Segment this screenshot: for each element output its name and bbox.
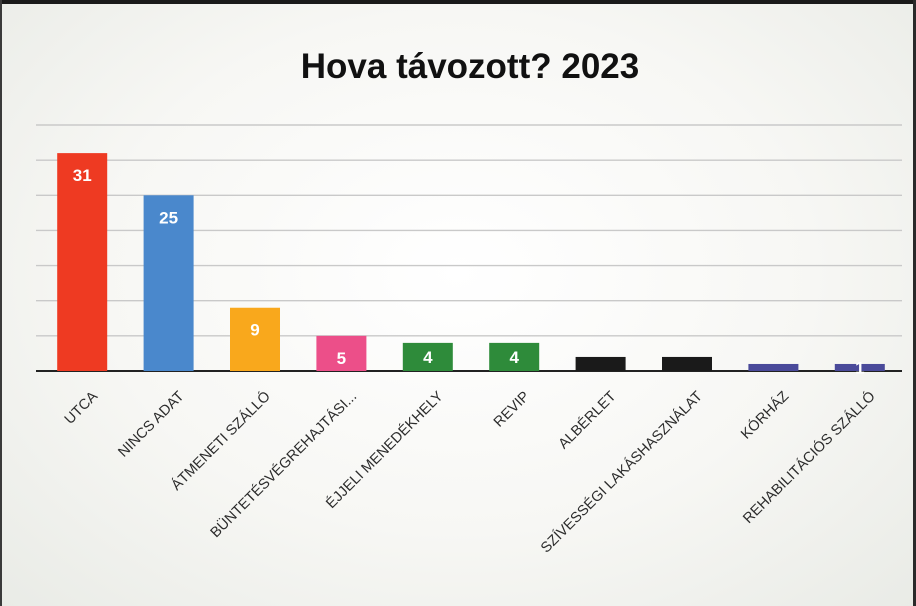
x-tick-label: ALBÉRLET: [555, 388, 620, 453]
data-label: 5: [337, 349, 346, 368]
data-label: 1: [855, 358, 864, 377]
bars: [57, 153, 885, 371]
data-label: 25: [159, 208, 178, 227]
bar: [575, 356, 626, 371]
bar: [748, 363, 799, 371]
bar: [662, 356, 712, 371]
x-tick-label: REVIP: [491, 389, 533, 431]
bar: [57, 153, 108, 371]
bar: [316, 335, 367, 371]
x-tick-label: KÓRHÁZ: [737, 388, 792, 443]
bar: [143, 195, 194, 371]
chart-title: Hova távozott? 2023: [301, 47, 639, 86]
bar: [834, 363, 885, 371]
x-tick-label: BÜNTETÉSVÉGREHAJTÁSI...: [206, 387, 360, 541]
data-label: 9: [250, 321, 259, 340]
scan-border-left: [0, 0, 2, 606]
bar: [489, 342, 540, 371]
bar: [230, 307, 280, 371]
x-tick-label: UTCA: [62, 388, 101, 427]
scan-border-right: [913, 0, 916, 606]
data-label: 31: [73, 166, 92, 185]
scan-border-top: [0, 0, 916, 4]
x-tick-label: SZÍVESSÉGI LAKÁSHASZNÁLAT: [537, 388, 706, 557]
x-tick-label: ÁTMENETI SZÁLLÓ: [168, 388, 274, 494]
data-label: 4: [423, 348, 433, 367]
bar: [402, 342, 453, 371]
x-tick-label: NINCS ADAT: [115, 388, 187, 460]
value-labels: 31 25 9 5 4 4 1: [73, 166, 865, 377]
data-label: 4: [509, 348, 519, 367]
